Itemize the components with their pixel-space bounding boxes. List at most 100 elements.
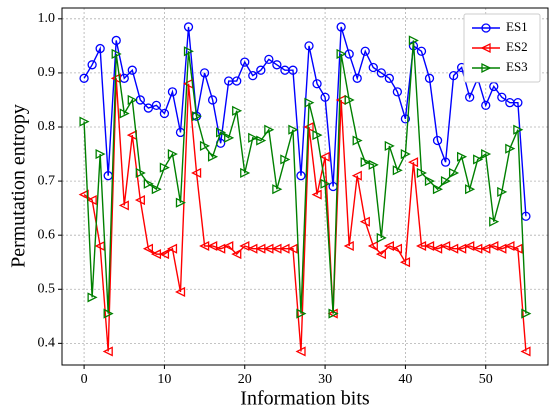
point — [448, 70, 459, 81]
y-tick-label: 0.9 — [38, 65, 56, 80]
point — [191, 167, 202, 179]
point — [312, 130, 323, 141]
point — [111, 35, 121, 46]
point — [272, 60, 282, 70]
y-tick-label: 0.8 — [38, 119, 56, 134]
point — [416, 46, 427, 56]
x-tick-label: 50 — [479, 372, 493, 387]
point — [504, 240, 515, 252]
point — [295, 346, 306, 357]
point — [344, 94, 355, 106]
point — [481, 148, 492, 160]
point — [440, 157, 451, 167]
point — [488, 240, 499, 252]
point — [360, 157, 371, 168]
point — [400, 148, 411, 160]
point — [264, 54, 274, 65]
point — [520, 346, 531, 357]
point — [239, 240, 250, 252]
point — [199, 68, 210, 78]
legend-label: ES3 — [506, 59, 528, 74]
point — [407, 157, 419, 168]
point — [207, 95, 218, 105]
point — [319, 151, 330, 162]
point — [440, 176, 452, 187]
point — [232, 105, 243, 116]
point — [207, 240, 218, 252]
point — [336, 48, 347, 60]
x-tick-label: 10 — [157, 372, 171, 387]
point — [264, 124, 275, 135]
point — [167, 87, 178, 97]
point — [87, 292, 98, 303]
point — [240, 167, 251, 179]
point — [497, 92, 507, 102]
point — [392, 87, 403, 97]
point — [513, 98, 523, 108]
point — [303, 121, 314, 133]
point — [391, 243, 403, 254]
point — [127, 94, 138, 106]
point — [432, 243, 443, 254]
point — [384, 73, 394, 83]
point — [513, 124, 524, 135]
point — [79, 116, 90, 127]
point — [232, 76, 242, 86]
point — [87, 60, 97, 70]
y-axis-label: Permutation entropy — [8, 104, 30, 268]
point — [432, 184, 443, 195]
point — [159, 162, 170, 173]
point — [359, 216, 370, 227]
point — [175, 286, 186, 298]
point — [368, 62, 378, 73]
point — [440, 240, 451, 252]
point — [215, 243, 226, 254]
point — [465, 184, 476, 195]
x-tick-label: 20 — [238, 372, 252, 387]
legend-marker — [481, 23, 491, 33]
point — [111, 48, 122, 60]
legend-label: ES1 — [506, 19, 528, 34]
point — [304, 97, 315, 108]
point — [288, 124, 299, 135]
legend-label: ES2 — [506, 39, 528, 54]
point — [497, 186, 508, 197]
point — [424, 240, 435, 252]
point — [375, 249, 386, 260]
point — [288, 65, 298, 75]
point — [256, 135, 267, 146]
y-tick-label: 0.7 — [38, 173, 56, 188]
point — [79, 73, 89, 83]
point — [135, 167, 146, 179]
point — [158, 249, 170, 260]
point — [464, 240, 475, 252]
point — [351, 170, 362, 181]
point — [376, 232, 387, 243]
point — [473, 154, 484, 165]
point — [175, 197, 186, 208]
point — [216, 127, 227, 138]
point — [424, 73, 435, 83]
point — [248, 132, 259, 143]
point — [159, 108, 170, 119]
point — [183, 22, 194, 32]
point — [336, 22, 346, 32]
point — [151, 100, 162, 111]
point — [240, 57, 250, 67]
point — [312, 79, 322, 89]
point — [231, 249, 242, 260]
point — [328, 308, 339, 319]
point — [512, 243, 523, 254]
point — [183, 46, 194, 57]
point — [400, 114, 411, 124]
series-line — [83, 26, 527, 217]
point — [320, 92, 330, 102]
point — [432, 135, 443, 146]
x-axis-label: Information bits — [240, 388, 370, 410]
point — [207, 151, 219, 162]
point — [424, 176, 435, 187]
point — [505, 143, 516, 154]
point — [167, 148, 178, 160]
series-line — [83, 78, 527, 352]
